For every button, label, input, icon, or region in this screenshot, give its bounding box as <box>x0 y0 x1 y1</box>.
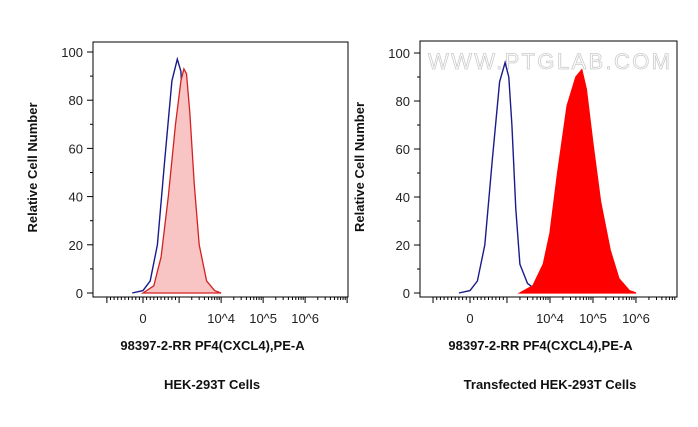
y-tick-label: 40 <box>69 190 83 205</box>
x-tick-label: 10^4 <box>207 311 235 326</box>
y-axis-label: Relative Cell Number <box>352 102 367 232</box>
x-tick-label: 10^4 <box>536 311 564 326</box>
y-tick-label: 100 <box>388 46 410 61</box>
plot-frame <box>92 41 349 298</box>
series-filled-histogram <box>140 67 222 294</box>
y-tick-label: 60 <box>396 142 410 157</box>
y-tick-label: 20 <box>396 238 410 253</box>
panel-1: 0 20 40 60 80 100 0 10^4 10^5 10^6 98397-2-RR PF4(… <box>25 41 349 392</box>
y-tick-label: 0 <box>76 286 83 301</box>
watermark: WWW.PTGLAB.COM <box>428 49 671 74</box>
chart-title: HEK-293T Cells <box>164 377 260 392</box>
x-tick-label: 10^5 <box>579 311 607 326</box>
chart-title: Transfected HEK-293T Cells <box>464 377 637 392</box>
x-tick-label: 0 <box>466 311 473 326</box>
series-filled-histogram <box>517 68 637 294</box>
y-axis-label: Relative Cell Number <box>25 102 40 232</box>
x-axis-label: 98397-2-RR PF4(CXCL4),PE-A <box>120 338 305 353</box>
x-tick-label: 10^6 <box>622 311 650 326</box>
y-tick-label: 40 <box>396 190 410 205</box>
y-tick-label: 0 <box>403 286 410 301</box>
x-tick-label: 0 <box>139 311 146 326</box>
x-axis-label: 98397-2-RR PF4(CXCL4),PE-A <box>448 338 633 353</box>
x-tick-label: 10^5 <box>249 311 277 326</box>
series-line-histogram <box>458 59 546 294</box>
y-tick-label: 20 <box>69 238 83 253</box>
y-tick-label: 80 <box>69 93 83 108</box>
y-tick-label: 100 <box>61 45 83 60</box>
y-tick-label: 80 <box>396 94 410 109</box>
panel-2: WWW.PTGLAB.COM 0 20 40 60 80 100 0 10^4 10^5 10^6 9… <box>352 40 678 392</box>
x-tick-label: 10^6 <box>291 311 319 326</box>
y-tick-label: 60 <box>69 141 83 156</box>
